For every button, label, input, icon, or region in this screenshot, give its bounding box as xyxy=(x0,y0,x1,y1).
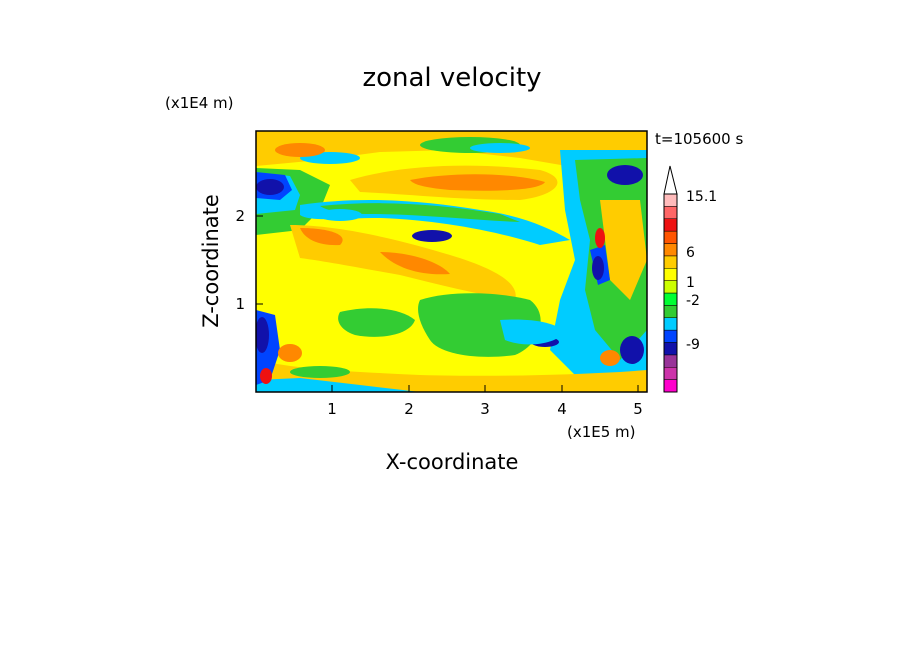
x-tick-label-3: 3 xyxy=(480,400,490,418)
field-bottom-left-darkblue xyxy=(256,317,269,353)
colorbar-swatch-9 xyxy=(663,280,678,294)
colorbar-extend-arrow xyxy=(663,165,678,195)
x-tick-label-4: 4 xyxy=(557,400,567,418)
field-right-darkblue-2 xyxy=(592,256,604,280)
contour-field xyxy=(256,131,647,392)
y-axis-title: Z-coordinate xyxy=(199,194,223,328)
x-tick-label-2: 2 xyxy=(404,400,414,418)
time-label: t=105600 s xyxy=(655,130,743,148)
colorbar-label-4: -2 xyxy=(686,293,700,309)
field-orange-diagonal-core-2 xyxy=(380,252,450,275)
field-bottom-left-orange xyxy=(278,344,302,362)
colorbar-swatch-15 xyxy=(663,206,678,219)
field-bottom-cyan xyxy=(256,378,420,392)
colorbar-swatch-12 xyxy=(663,243,678,257)
colorbar-swatch-11 xyxy=(663,255,678,269)
colorbar-swatch-10 xyxy=(663,268,678,281)
colorbar-swatch-5 xyxy=(663,329,678,343)
colorbar-swatch-7 xyxy=(663,305,678,318)
field-upper-orange-core xyxy=(410,174,545,191)
field-center-green-2 xyxy=(338,308,415,337)
field-mid-green-band xyxy=(320,203,520,222)
colorbar-label-3: 1 xyxy=(686,275,695,291)
plot-frame xyxy=(255,130,648,393)
field-mid-cyan-2 xyxy=(318,209,362,221)
colorbar-swatch-13 xyxy=(663,230,678,244)
colorbar-swatch-3 xyxy=(663,354,678,368)
chart-title: zonal velocity xyxy=(362,63,541,93)
y-tick-label-1: 1 xyxy=(235,295,245,313)
x-unit-label: (x1E5 m) xyxy=(567,423,636,441)
field-bottom-left-red xyxy=(260,368,272,384)
colorbar-swatch-6 xyxy=(663,317,678,331)
x-axis-ticks: 1 2 3 4 5 xyxy=(327,385,643,418)
y-unit-label: (x1E4 m) xyxy=(165,94,234,112)
colorbar-swatch-2 xyxy=(663,367,678,380)
y-tick-label-2: 2 xyxy=(235,207,245,225)
colorbar-labels: 15.1 6 1 -2 -9 xyxy=(686,189,717,353)
colorbar-frame xyxy=(663,193,678,393)
field-bottom-green xyxy=(290,366,350,378)
field-right-darkblue-1 xyxy=(607,165,643,185)
x-axis-title: X-coordinate xyxy=(386,450,519,474)
field-right-orange-2 xyxy=(600,350,620,366)
colorbar-swatch-1 xyxy=(663,379,678,393)
field-bottom-orange xyxy=(256,360,647,392)
field-right-red xyxy=(595,228,605,248)
colorbar-swatch-16 xyxy=(663,193,678,207)
field-right-orange xyxy=(600,200,647,300)
colorbar-swatch-14 xyxy=(663,218,678,232)
field-left-darkblue xyxy=(256,179,284,195)
field-top-orange-band xyxy=(256,131,647,170)
colorbar-label-5: -9 xyxy=(686,337,700,353)
field-top-orange-1 xyxy=(275,143,325,157)
y-axis-ticks: 1 2 xyxy=(235,207,263,313)
colorbar-swatch-8 xyxy=(663,292,678,306)
field-orange-diagonal-core xyxy=(300,228,343,246)
x-tick-label-1: 1 xyxy=(327,400,337,418)
colorbar-label-2: 6 xyxy=(686,245,695,261)
field-top-cyan-2 xyxy=(470,143,530,153)
field-center-cyan xyxy=(500,319,565,345)
colorbar xyxy=(663,193,678,393)
field-mid-blue xyxy=(412,230,452,242)
field-right-darkblue-3 xyxy=(620,336,644,364)
colorbar-swatch-4 xyxy=(663,342,678,356)
x-tick-label-5: 5 xyxy=(633,400,643,418)
colorbar-label-1: 15.1 xyxy=(686,189,717,205)
